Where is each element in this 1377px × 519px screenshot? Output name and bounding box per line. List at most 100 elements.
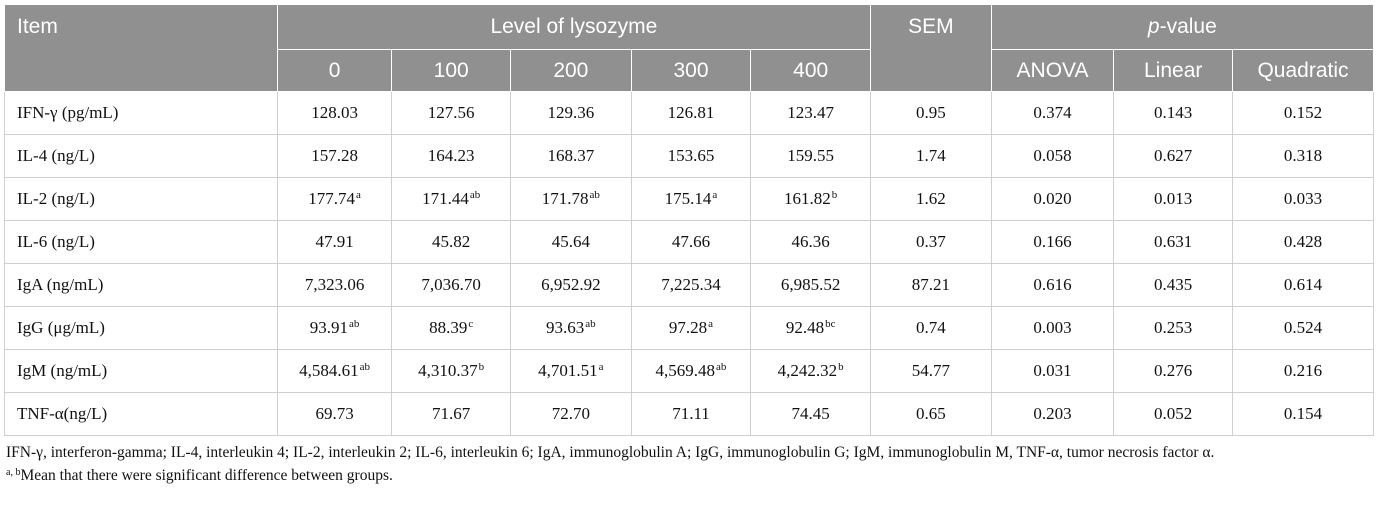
cell-superscript: b [478, 361, 485, 373]
cell-value: 4,701.51 [538, 361, 598, 380]
cell-value: 71.67 [432, 404, 471, 423]
cell-value: 45.82 [432, 232, 471, 251]
cell-level-200: 171.78ab [510, 177, 632, 221]
header-anova: ANOVA [990, 49, 1115, 92]
cell-p-linear: 0.435 [1113, 263, 1233, 307]
cell-value: 47.91 [315, 232, 354, 251]
cell-sem: 0.95 [870, 91, 992, 135]
cell-p-linear: 0.631 [1113, 220, 1233, 264]
cell-level-400: 161.82b [750, 177, 871, 221]
cell-level-400: 6,985.52 [750, 263, 871, 307]
cell-p-anova: 0.003 [990, 306, 1115, 350]
row-item-label: IgA (ng/mL) [4, 263, 278, 307]
cell-value: 4,584.61 [299, 361, 359, 380]
cell-level-300: 4,569.48ab [630, 349, 752, 393]
footnote-abbreviations: IFN-γ, interferon-gamma; IL-4, interleuk… [6, 444, 1215, 461]
cell-superscript: a [356, 189, 361, 201]
cell-p-quadratic: 0.428 [1232, 220, 1374, 264]
cell-level-100: 88.39c [391, 306, 511, 350]
table-row: IL-6 (ng/L) 47.91 45.82 45.64 47.66 46.36 0.37… [4, 220, 1374, 264]
cell-level-200: 129.36 [510, 91, 632, 135]
cell-value: 175.14 [664, 189, 712, 208]
cell-value: 4,569.48 [655, 361, 716, 380]
cell-value: 127.56 [427, 103, 475, 122]
cell-level-400: 74.45 [750, 392, 871, 436]
cell-level-0: 69.73 [276, 392, 393, 436]
row-item-label: IFN-γ (pg/mL) [4, 91, 278, 135]
cell-superscript: ab [359, 361, 371, 373]
cell-level-400: 4,242.32b [750, 349, 871, 393]
cell-sem: 1.74 [870, 134, 992, 178]
cell-level-100: 71.67 [391, 392, 511, 436]
table-row: TNF-α(ng/L) 69.73 71.67 72.70 71.11 74.45 0.65… [4, 392, 1374, 436]
cell-p-anova: 0.616 [990, 263, 1115, 307]
header-level-400: 400 [750, 49, 871, 92]
footnote-sig-text: Mean that there were significant differe… [20, 467, 393, 484]
cell-superscript: a [598, 361, 604, 373]
cell-value: 93.91 [309, 318, 348, 337]
cell-value: 4,242.32 [777, 361, 838, 380]
cell-superscript: b [838, 361, 844, 373]
table-row: IgA (ng/mL) 7,323.06 7,036.70 6,952.92 7,225… [4, 263, 1374, 307]
cell-value: 74.45 [791, 404, 830, 423]
cell-p-anova: 0.203 [990, 392, 1115, 436]
cell-value: 168.37 [547, 146, 595, 165]
cell-value: 45.64 [551, 232, 590, 251]
cell-value: 161.82 [784, 189, 831, 208]
cell-value: 4,310.37 [418, 361, 478, 380]
cell-level-0: 128.03 [276, 91, 393, 135]
cell-level-0: 157.28 [276, 134, 393, 178]
footnotes: IFN-γ, interferon-gamma; IL-4, interleuk… [4, 442, 1374, 486]
table-row: IgM (ng/mL) 4,584.61ab 4,310.37b 4,701.51a 4… [4, 349, 1374, 393]
cell-value: 157.28 [311, 146, 358, 165]
cell-level-300: 153.65 [630, 134, 752, 178]
cell-value: 46.36 [791, 232, 830, 251]
cell-value: 126.81 [667, 103, 715, 122]
cell-superscript: c [468, 318, 474, 330]
cell-level-100: 171.44ab [391, 177, 511, 221]
cell-level-100: 7,036.70 [391, 263, 511, 307]
cell-value: 6,985.52 [780, 275, 841, 294]
table-row: IL-2 (ng/L) 177.74a 171.44ab 171.78ab 175.14… [4, 177, 1374, 221]
header-quadratic: Quadratic [1232, 49, 1374, 92]
cell-superscript: a [708, 318, 714, 330]
row-item-label: IL-6 (ng/L) [4, 220, 278, 264]
p-suffix: -value [1159, 15, 1217, 38]
lysozyme-table: Item Level of lysozyme SEM p-value 0 100… [4, 4, 1375, 436]
cell-p-quadratic: 0.033 [1232, 177, 1374, 221]
cell-level-300: 7,225.34 [630, 263, 752, 307]
cell-superscript: ab [716, 361, 727, 373]
cell-value: 171.44 [422, 189, 469, 208]
cell-value: 6,952.92 [541, 275, 601, 294]
cell-p-linear: 0.143 [1113, 91, 1233, 135]
cell-value: 71.11 [672, 404, 710, 423]
cell-level-400: 123.47 [750, 91, 871, 135]
cell-value: 92.48 [785, 318, 825, 337]
cell-value: 88.39 [429, 318, 468, 337]
header-p-value: p-value [990, 4, 1375, 50]
cell-sem: 1.62 [870, 177, 992, 221]
cell-value: 47.66 [671, 232, 711, 251]
header-level-100: 100 [391, 49, 511, 92]
cell-level-300: 47.66 [630, 220, 752, 264]
cell-superscript: ab [585, 318, 596, 330]
header-sem: SEM [870, 4, 992, 92]
header-item: Item [4, 4, 278, 92]
cell-value: 72.70 [551, 404, 590, 423]
cell-p-anova: 0.058 [990, 134, 1115, 178]
cell-sem: 87.21 [870, 263, 992, 307]
cell-level-300: 175.14a [630, 177, 752, 221]
cell-level-100: 164.23 [391, 134, 511, 178]
header-linear: Linear [1113, 49, 1233, 92]
row-item-label: IgM (ng/mL) [4, 349, 278, 393]
cell-value: 164.23 [427, 146, 475, 165]
cell-p-anova: 0.020 [990, 177, 1115, 221]
table-container: Item Level of lysozyme SEM p-value 0 100… [4, 4, 1375, 488]
cell-value: 177.74 [308, 189, 355, 208]
table-row: IFN-γ (pg/mL) 128.03 127.56 129.36 126.81 123… [4, 91, 1374, 135]
cell-value: 153.65 [667, 146, 715, 165]
header-level-group: Level of lysozyme [276, 4, 872, 50]
cell-value: 97.28 [668, 318, 708, 337]
cell-level-0: 177.74a [276, 177, 393, 221]
cell-sem: 0.65 [870, 392, 992, 436]
